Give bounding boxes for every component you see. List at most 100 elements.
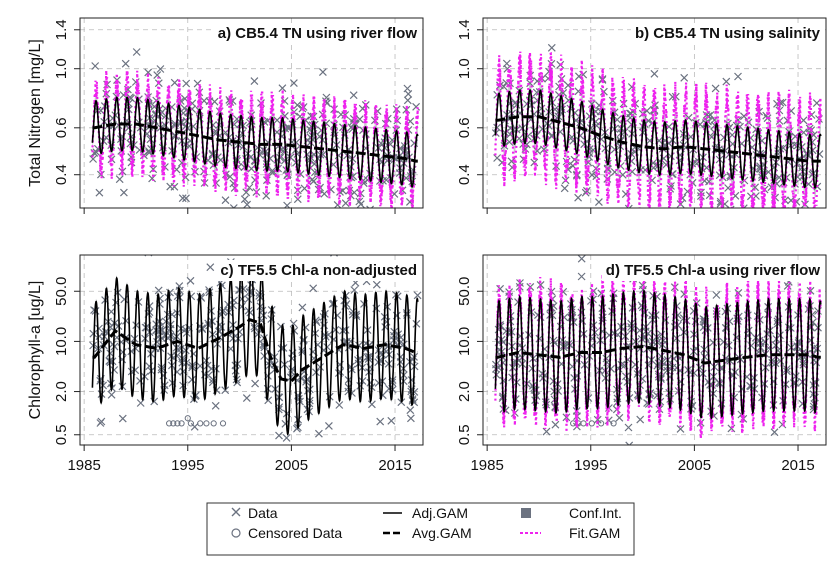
data-point [309, 284, 318, 293]
data-point [782, 367, 791, 376]
data-point [107, 307, 116, 316]
data-point [564, 81, 573, 90]
data-point [316, 363, 325, 371]
data-point [309, 177, 318, 186]
legend-item-fit-gam: Fit.GAM [520, 525, 620, 541]
data-point [403, 96, 412, 105]
data-point [547, 43, 556, 52]
data-point [355, 115, 364, 124]
data-point [311, 316, 320, 325]
data-point [314, 429, 323, 438]
legend-label-conf-int: Conf.Int. [569, 505, 622, 521]
y-tick-label: 10.0 [53, 327, 70, 356]
data-point [651, 101, 659, 110]
data-point [153, 337, 161, 346]
data-point [242, 394, 251, 403]
data-point [182, 79, 191, 88]
legend-label-data: Data [248, 505, 278, 521]
data-point [190, 422, 199, 431]
data-point [747, 341, 756, 350]
censored-data-point [588, 420, 595, 427]
data-point [719, 133, 728, 142]
data-point [412, 102, 421, 111]
y-tick-label: 0.5 [53, 424, 70, 445]
data-point [536, 280, 545, 289]
legend-label-adj-gam: Adj.GAM [412, 505, 468, 521]
data-point [642, 106, 651, 115]
data-point [170, 78, 179, 87]
data-point [306, 210, 313, 217]
avg-gam-line [92, 122, 418, 163]
data-point [210, 97, 219, 106]
data-point [263, 228, 270, 235]
data-point [268, 166, 277, 175]
data-point [144, 68, 153, 77]
data-point [413, 291, 422, 300]
y-tick-label: 0.4 [53, 164, 70, 185]
y-tick-label: 50.0 [53, 277, 70, 306]
x-tick-label: 2015 [781, 457, 814, 474]
panel-title-background [213, 23, 422, 44]
data-point [120, 295, 129, 304]
data-point [108, 340, 117, 349]
data-point [680, 73, 689, 82]
data-point [806, 286, 815, 295]
data-point [378, 350, 387, 359]
x-tick-label: 1995 [171, 457, 204, 474]
data-point [240, 195, 249, 204]
data-point [166, 182, 175, 191]
data-point [372, 280, 381, 289]
censored-data-point [219, 420, 227, 427]
data-point [657, 352, 665, 361]
data-point [208, 149, 217, 158]
data-point [187, 375, 196, 384]
fit-gam-line [494, 51, 822, 208]
data-point [226, 172, 235, 181]
data-point [382, 176, 391, 184]
legend-item-data: Data [231, 505, 278, 521]
data-point [816, 207, 823, 208]
data-point [615, 413, 624, 422]
data-point [799, 360, 808, 369]
legend-item-avg-gam: Avg.GAM [383, 525, 472, 541]
panel-title-background [601, 260, 825, 281]
data-point [251, 379, 260, 388]
data-point [560, 184, 569, 193]
chart-legend: Data Censored Data Adj.GAM Avg.GAM Conf.… [206, 502, 635, 556]
data-point [337, 209, 344, 216]
data-point [287, 367, 296, 376]
data-point [89, 155, 98, 163]
data-point [374, 378, 383, 387]
data-point [636, 415, 645, 424]
data-point [208, 150, 217, 159]
data-point [234, 286, 243, 294]
data-point [349, 91, 358, 100]
data-point [538, 124, 547, 133]
data-point [751, 183, 760, 192]
data-point [221, 386, 230, 395]
data-point [106, 349, 115, 358]
plot-frame-d [482, 254, 827, 446]
x-tick-label: 2005 [678, 457, 711, 474]
data-point [209, 375, 217, 384]
data-point [153, 71, 162, 80]
y-tick-label: 2.0 [53, 381, 70, 402]
data-point [280, 156, 289, 165]
data-point [387, 416, 396, 425]
data-point [206, 263, 215, 272]
data-point [801, 216, 808, 223]
data-point [338, 213, 345, 220]
data-point [156, 65, 165, 73]
legend-data-x-icon [231, 507, 241, 517]
data-point [778, 420, 787, 429]
plot-frame-b [482, 17, 827, 209]
data-point [208, 378, 217, 387]
data-point [335, 401, 344, 409]
data-point [586, 124, 595, 133]
data-point [390, 189, 399, 198]
y-tick-label: 0.5 [456, 424, 473, 445]
data-point [121, 59, 130, 68]
data-point [356, 381, 365, 390]
data-point [799, 209, 806, 216]
data-point [655, 387, 664, 396]
